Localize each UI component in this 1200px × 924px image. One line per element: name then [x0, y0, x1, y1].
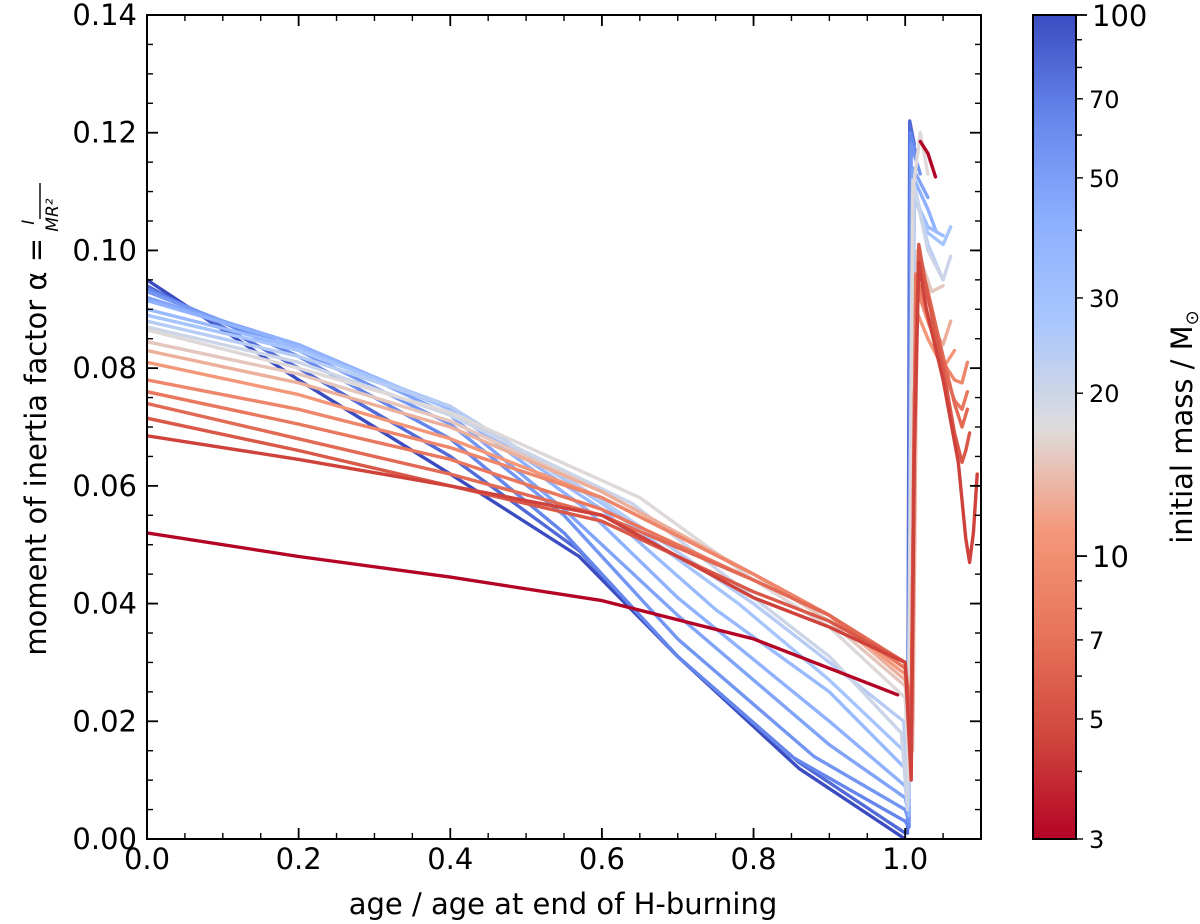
- svg-text:moment of inertia factor α = I: moment of inertia factor α = I MR²: [19, 198, 63, 655]
- colorbar-label-symbol: ⊙: [1182, 310, 1200, 325]
- y-axis-label-numerator: I: [19, 220, 39, 225]
- colorbar-tick-label: 3: [1089, 826, 1104, 854]
- series-line-19: [147, 119, 916, 835]
- series-line-0: [147, 531, 900, 697]
- y-axis-label: moment of inertia factor α = I MR²: [19, 183, 63, 656]
- x-tick-label: 1.0: [882, 842, 928, 876]
- colorbar-frame: [1032, 14, 1077, 840]
- x-tick-label: 0.6: [579, 842, 625, 876]
- x-axis: 0.0 0.2 0.4 0.6 0.8 1.0: [124, 15, 982, 876]
- series-layer: [147, 119, 979, 839]
- x-tick-label: 0.8: [730, 842, 776, 876]
- x-axis-label: age / age at end of H-burning: [349, 887, 778, 921]
- colorbar: 3 5 7 10 20 30 50 70 100: [1032, 0, 1147, 854]
- x-tick-label: 0.2: [276, 842, 322, 876]
- y-tick-label: 0.10: [72, 233, 137, 267]
- plot-frame: [146, 14, 982, 840]
- colorbar-gradient: [1033, 15, 1076, 839]
- y-axis-label-prefix: moment of inertia factor α =: [19, 229, 53, 656]
- colorbar-label: initial mass / M⊙: [1165, 310, 1200, 544]
- series-line-1: [918, 139, 938, 179]
- plot-area: 0.0 0.2 0.4 0.6 0.8 1.0 0.000.020.040.060.080…: [72, 0, 982, 876]
- y-tick-label: 0.02: [72, 704, 137, 738]
- x-tick-label: 0.0: [124, 842, 170, 876]
- series-line-18: [147, 130, 919, 829]
- colorbar-tick-label: 30: [1089, 285, 1120, 313]
- series-line-20: [147, 278, 907, 839]
- y-tick-label: 0.12: [72, 116, 137, 150]
- colorbar-label-text: initial mass / M: [1165, 325, 1199, 543]
- y-tick-label: 0.04: [72, 587, 137, 621]
- y-tick-label: 0.06: [72, 469, 137, 503]
- y-tick-label: 0.08: [72, 351, 137, 385]
- series-line-2: [147, 260, 979, 782]
- colorbar-tick-label: 5: [1089, 706, 1104, 734]
- y-axis-label-denominator: MR²: [43, 198, 63, 231]
- colorbar-tick-label: 100: [1092, 0, 1147, 33]
- y-tick-label: 0.00: [72, 822, 137, 856]
- colorbar-tick-label: 7: [1089, 627, 1104, 655]
- colorbar-tick-label: 70: [1089, 86, 1120, 114]
- colorbar-tick-label: 50: [1089, 165, 1120, 193]
- colorbar-tick-label: 20: [1089, 380, 1120, 408]
- colorbar-tick-label: 10: [1092, 540, 1129, 574]
- x-tick-label: 0.4: [427, 842, 473, 876]
- y-axis: 0.00 0.02 0.04 0.06 0.08 0.10 0.12 0.14: [72, 0, 981, 856]
- series-line-16: [147, 166, 930, 818]
- y-tick-label: 0.14: [72, 0, 137, 32]
- colorbar-ticks: 3 5 7 10 20 30 50 70 100: [1076, 0, 1147, 854]
